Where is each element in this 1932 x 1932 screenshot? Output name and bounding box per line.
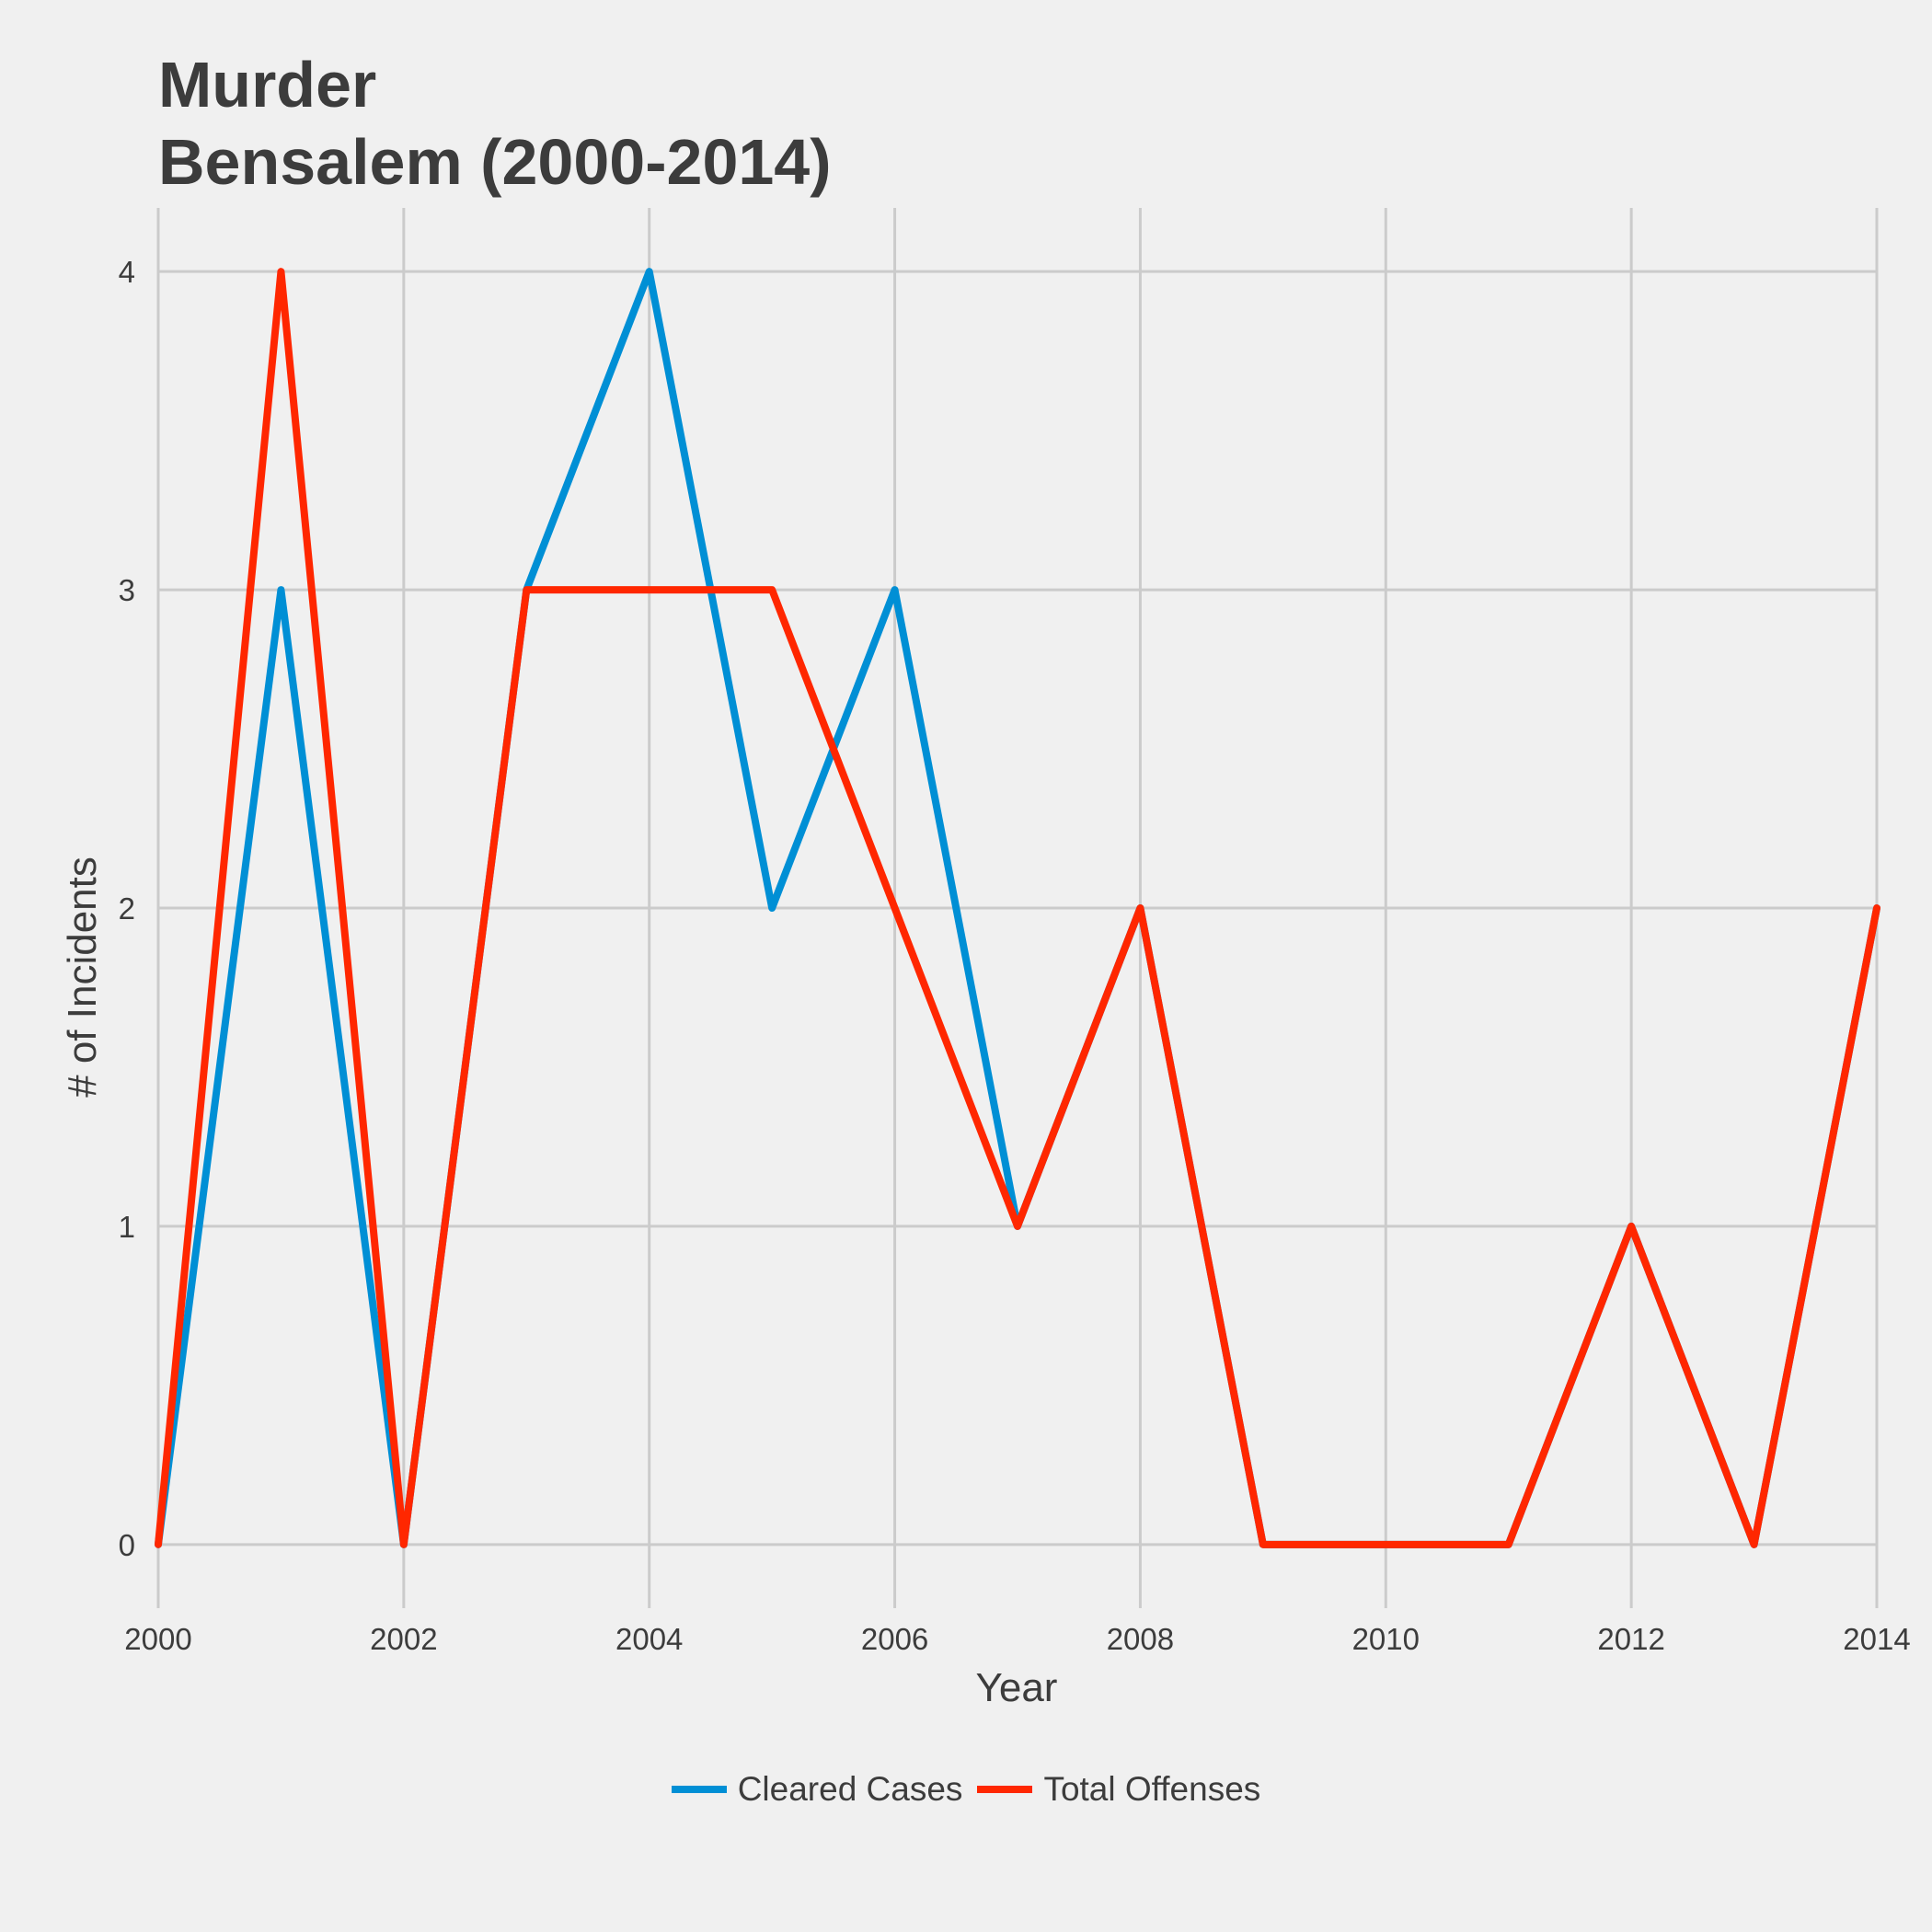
y-tick-label-3: 3 bbox=[119, 573, 135, 607]
x-tick-label-2006: 2006 bbox=[861, 1622, 928, 1656]
y-tick-label-0: 0 bbox=[119, 1528, 135, 1562]
y-tick-label-2: 2 bbox=[119, 891, 135, 926]
x-axis-title: Year bbox=[976, 1665, 1058, 1710]
chart-title-line-2: Bensalem (2000-2014) bbox=[158, 126, 832, 198]
tick-labels: 2000 2002 2004 2006 2008 2010 2012 2014 0 1 2 3 4 bbox=[119, 255, 1911, 1656]
series-line-total-offenses bbox=[155, 268, 1880, 1548]
legend-item-cleared-cases: Cleared Cases bbox=[671, 1770, 963, 1809]
x-tick-label-2004: 2004 bbox=[615, 1622, 683, 1656]
x-tick-label-2000: 2000 bbox=[124, 1622, 191, 1656]
x-tick-label-2012: 2012 bbox=[1597, 1622, 1664, 1656]
chart-title: Murder Bensalem (2000-2014) bbox=[158, 46, 832, 201]
y-tick-label-4: 4 bbox=[119, 255, 135, 289]
grid-lines bbox=[156, 208, 1879, 1608]
x-tick-label-2010: 2010 bbox=[1352, 1622, 1420, 1656]
y-tick-label-1: 1 bbox=[119, 1210, 135, 1244]
x-tick-label-2014: 2014 bbox=[1843, 1622, 1910, 1656]
legend-swatch-total-offenses bbox=[977, 1786, 1033, 1793]
series-layer bbox=[155, 268, 1880, 1548]
legend-label-cleared-cases: Cleared Cases bbox=[737, 1770, 963, 1808]
legend-swatch-cleared-cases bbox=[671, 1786, 727, 1793]
chart-title-line-1: Murder bbox=[158, 49, 377, 121]
legend-item-total-offenses: Total Offenses bbox=[977, 1770, 1260, 1809]
x-tick-label-2008: 2008 bbox=[1107, 1622, 1174, 1656]
y-axis-title: # of Incidents bbox=[60, 857, 105, 1098]
legend: Cleared Cases Total Offenses bbox=[0, 1770, 1932, 1809]
legend-label-total-offenses: Total Offenses bbox=[1043, 1770, 1261, 1808]
x-tick-label-2002: 2002 bbox=[370, 1622, 437, 1656]
